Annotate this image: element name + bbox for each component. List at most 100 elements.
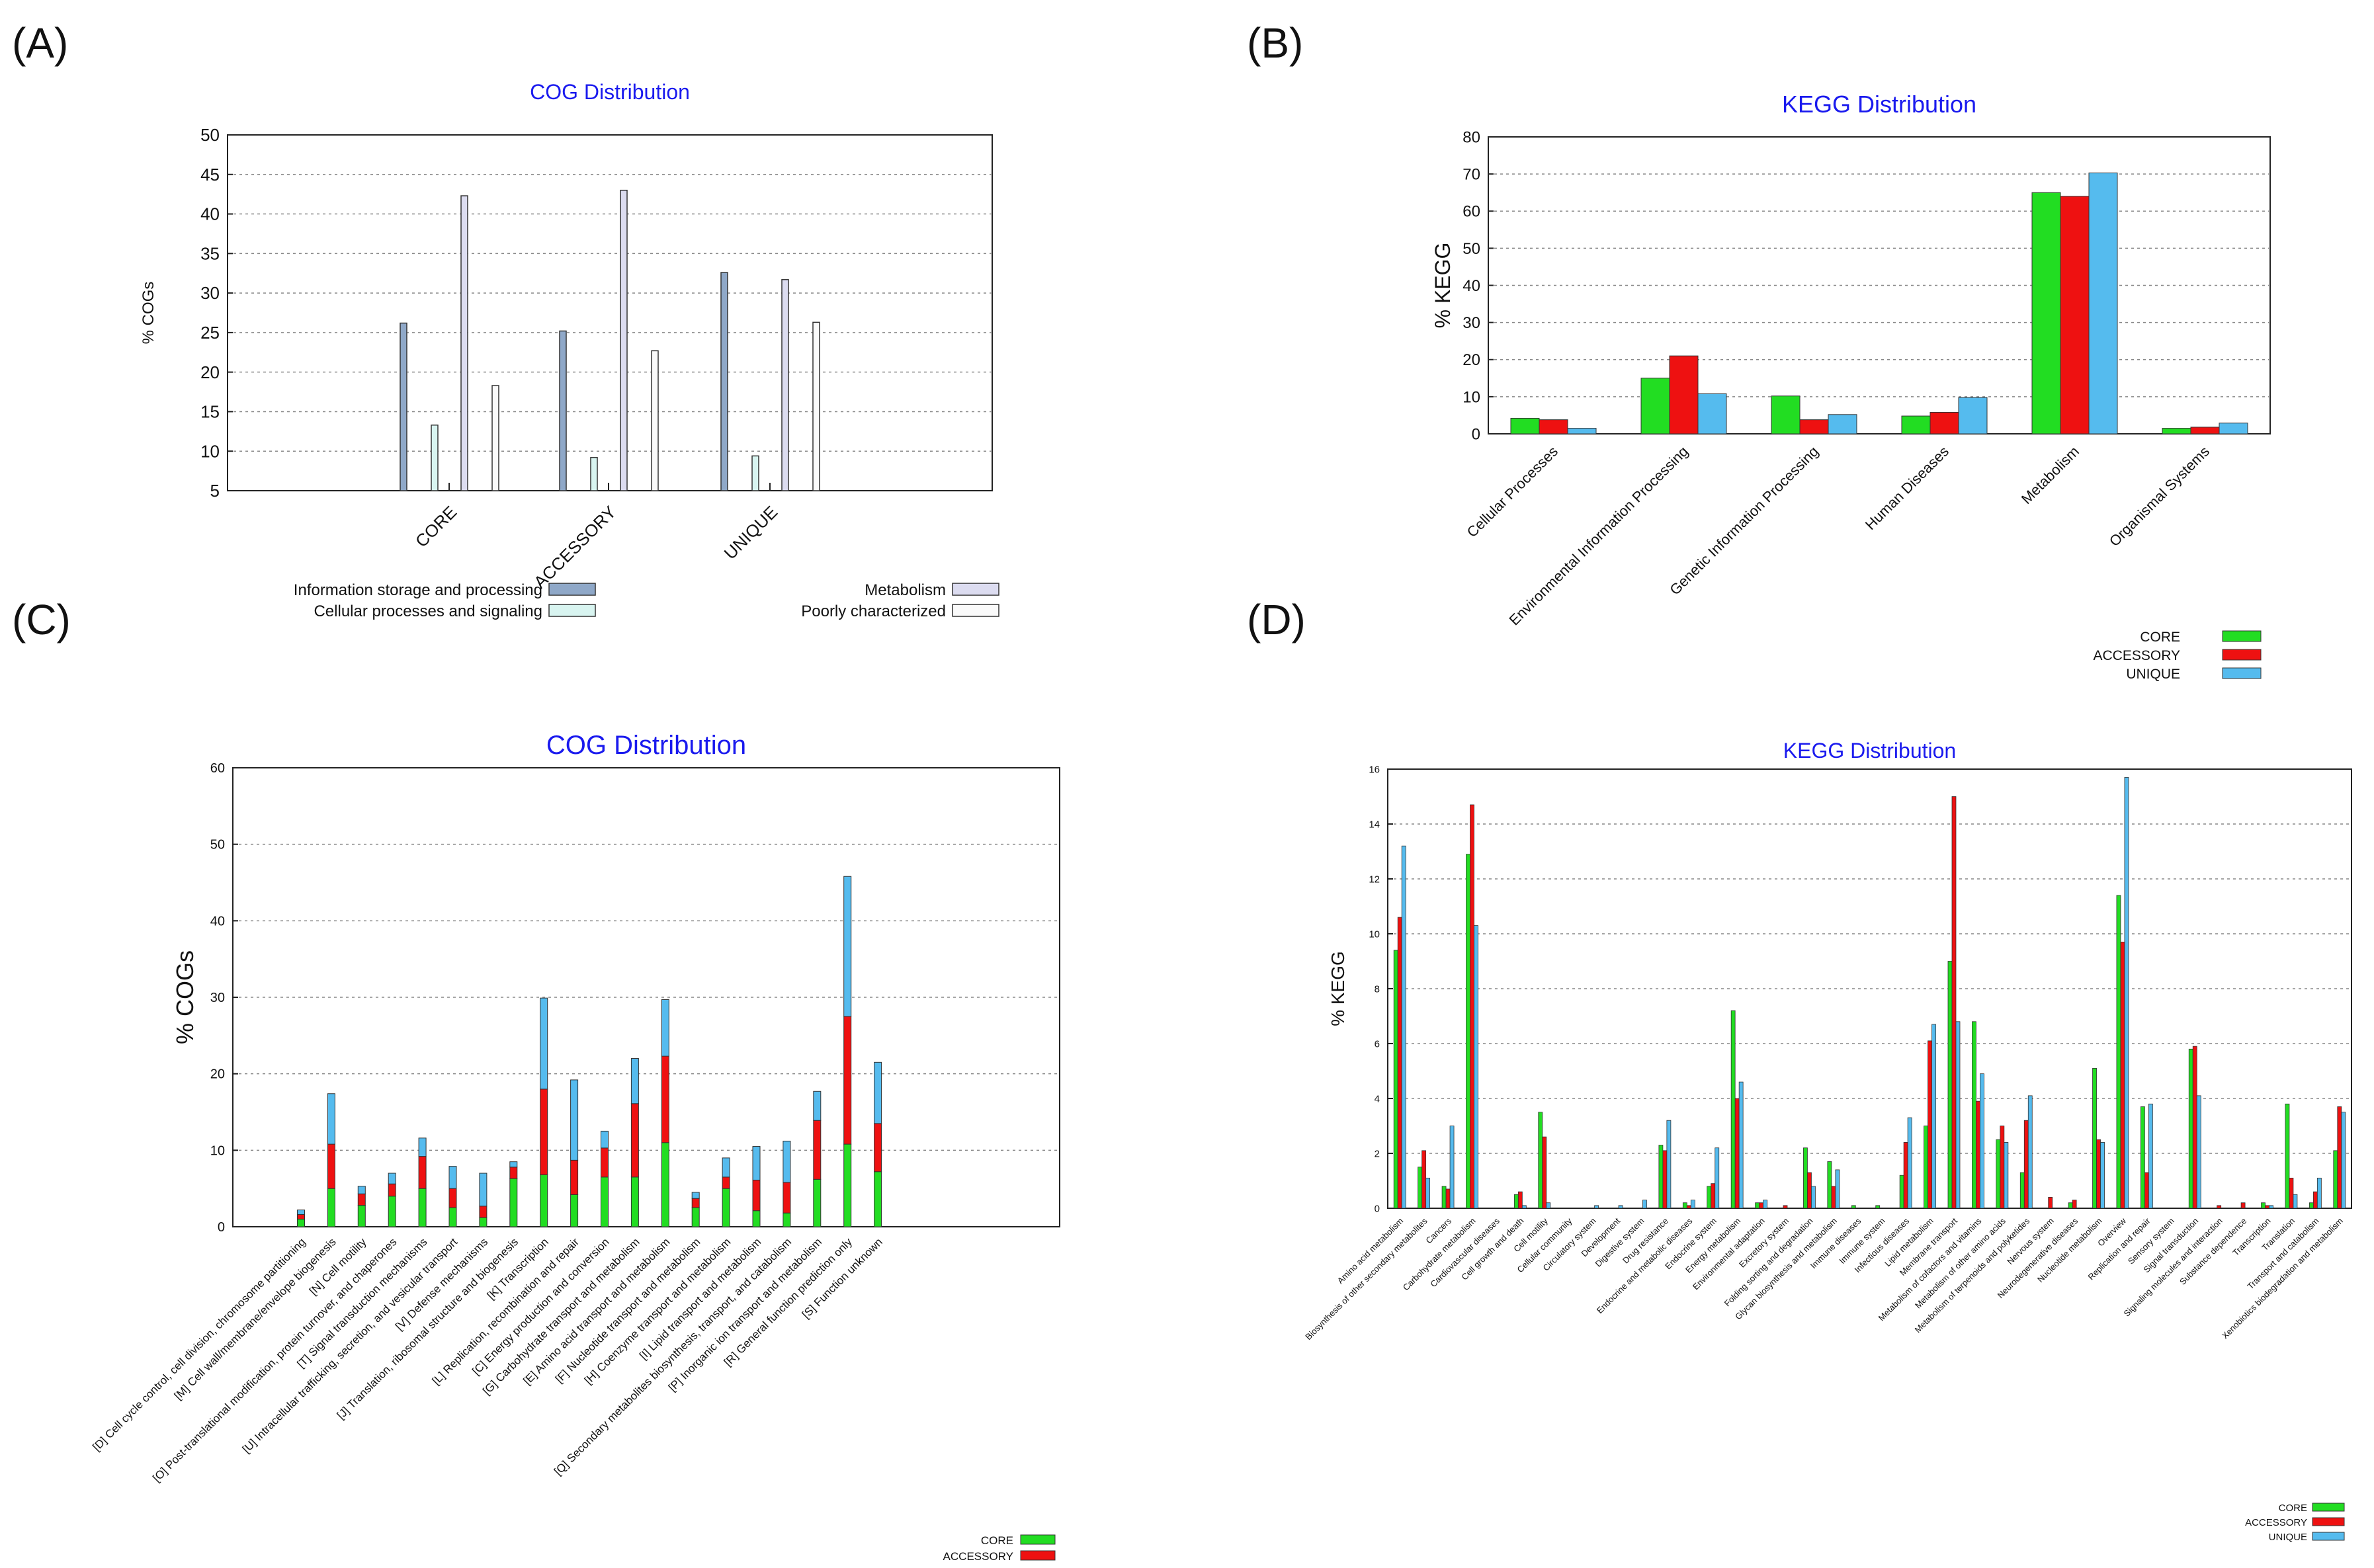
- bar-d-1: [1421, 1150, 1427, 1209]
- y-tick-label: 30: [1463, 314, 1480, 332]
- bar-d-2: [1763, 1200, 1767, 1209]
- bar-c-2: [843, 876, 852, 1017]
- bar-d-1: [2217, 1205, 2222, 1209]
- bar-d-2: [2124, 777, 2129, 1209]
- y-tick-label: 6: [1375, 1038, 1380, 1050]
- bar-b-1: [1539, 419, 1568, 434]
- y-axis-label: % COGs: [171, 950, 198, 1044]
- y-tick-label: 20: [210, 1067, 225, 1082]
- bar-d-0: [1972, 1021, 1976, 1209]
- bar-a-2: [620, 189, 628, 491]
- bar-c-2: [783, 1140, 791, 1183]
- bar-a-1: [751, 455, 759, 491]
- bar-d-0: [1418, 1167, 1423, 1209]
- bar-d-2: [2269, 1205, 2273, 1209]
- y-tick-label: 25: [200, 323, 220, 343]
- legend-swatch-a: [548, 583, 596, 596]
- bar-c-2: [570, 1079, 579, 1161]
- bar-d-1: [2337, 1106, 2342, 1209]
- bar-c-1: [722, 1176, 730, 1189]
- bar-a-1: [431, 425, 439, 491]
- bar-c-1: [630, 1103, 639, 1178]
- legend-label-c: CORE: [981, 1534, 1013, 1547]
- bar-d-0: [1441, 1186, 1447, 1209]
- bar-b-0: [2031, 192, 2061, 434]
- bar-d-1: [2289, 1177, 2294, 1209]
- bar-c-1: [661, 1055, 669, 1143]
- bar-d-1: [1686, 1205, 1691, 1209]
- y-tick-label: 15: [200, 402, 220, 422]
- bar-d-2: [1401, 845, 1406, 1209]
- bar-c-1: [783, 1182, 791, 1214]
- bar-d-2: [1642, 1200, 1647, 1209]
- bar-b-0: [1901, 415, 1931, 434]
- legend-label-b: CORE: [2140, 630, 2180, 645]
- bar-d-0: [1875, 1205, 1881, 1209]
- bar-d-2: [1546, 1202, 1551, 1209]
- y-tick-label: 60: [210, 761, 225, 776]
- legend-swatch-b: [2222, 630, 2262, 642]
- bar-d-2: [1449, 1126, 1455, 1209]
- bar-d-1: [1807, 1172, 1812, 1209]
- bar-a-1: [590, 457, 598, 491]
- bar-c-1: [448, 1188, 457, 1208]
- bar-c-0: [448, 1207, 457, 1227]
- bar-c-0: [630, 1176, 639, 1227]
- legend-label-d: UNIQUE: [2269, 1532, 2307, 1543]
- bar-d-1: [1831, 1186, 1836, 1209]
- bar-d-2: [1618, 1205, 1623, 1209]
- y-axis-label: % KEGG: [1328, 951, 1348, 1026]
- bar-d-1: [2120, 942, 2125, 1209]
- plot-area-a: [227, 134, 993, 491]
- legend-label-d: CORE: [2279, 1503, 2307, 1514]
- chart-title: KEGG Distribution: [1783, 739, 1956, 763]
- bar-d-1: [2240, 1202, 2246, 1209]
- bar-d-1: [2265, 1205, 2269, 1209]
- bar-d-2: [1521, 1205, 1527, 1209]
- bar-b-1: [1799, 419, 1829, 434]
- bar-c-2: [509, 1161, 518, 1168]
- legend-swatch-a: [548, 604, 596, 617]
- bar-c-2: [327, 1093, 335, 1145]
- bar-c-1: [843, 1016, 852, 1145]
- bar-c-2: [601, 1130, 609, 1149]
- x-tick-label: Folding sorting and degradation: [1722, 1216, 1815, 1309]
- bar-c-1: [691, 1198, 700, 1208]
- x-tick-label: Human Diseases: [1862, 443, 1952, 533]
- bar-c-0: [479, 1217, 488, 1227]
- bar-d-0: [2140, 1106, 2145, 1209]
- bar-d-2: [1931, 1024, 1936, 1209]
- bar-c-1: [327, 1143, 335, 1189]
- panel-label-a: (A): [12, 19, 69, 67]
- bar-b-2: [1567, 428, 1597, 434]
- legend-swatch-d: [2312, 1503, 2345, 1512]
- bar-d-1: [1711, 1183, 1716, 1209]
- bar-d-0: [1658, 1145, 1664, 1209]
- y-axis-label: % COGs: [140, 282, 157, 345]
- bar-d-0: [2092, 1067, 2097, 1209]
- bar-d-2: [2100, 1142, 2105, 1209]
- bar-c-0: [327, 1188, 335, 1227]
- bar-d-1: [1397, 917, 1402, 1209]
- bar-d-2: [2316, 1177, 2322, 1209]
- bar-c-1: [752, 1179, 761, 1212]
- bar-c-1: [479, 1206, 488, 1218]
- bar-c-1: [357, 1193, 366, 1206]
- y-tick-label: 40: [200, 204, 220, 224]
- bar-d-0: [2309, 1202, 2314, 1209]
- bar-c-1: [570, 1159, 579, 1195]
- bar-d-2: [1811, 1186, 1816, 1209]
- bar-c-1: [874, 1123, 882, 1173]
- bar-d-1: [2072, 1200, 2077, 1209]
- bar-d-0: [2188, 1048, 2193, 1209]
- y-tick-label: 35: [200, 243, 220, 263]
- bar-d-2: [1715, 1147, 1720, 1209]
- bar-c-2: [874, 1061, 882, 1124]
- bar-d-0: [2285, 1103, 2290, 1209]
- bar-d-0: [1682, 1202, 1687, 1209]
- chart-a: 5 10 15 20 25 30 35 40 45 50 COG Distribution % COG…: [140, 80, 999, 620]
- bar-d-0: [1538, 1112, 1543, 1209]
- legend-label-d: ACCESSORY: [2245, 1517, 2307, 1528]
